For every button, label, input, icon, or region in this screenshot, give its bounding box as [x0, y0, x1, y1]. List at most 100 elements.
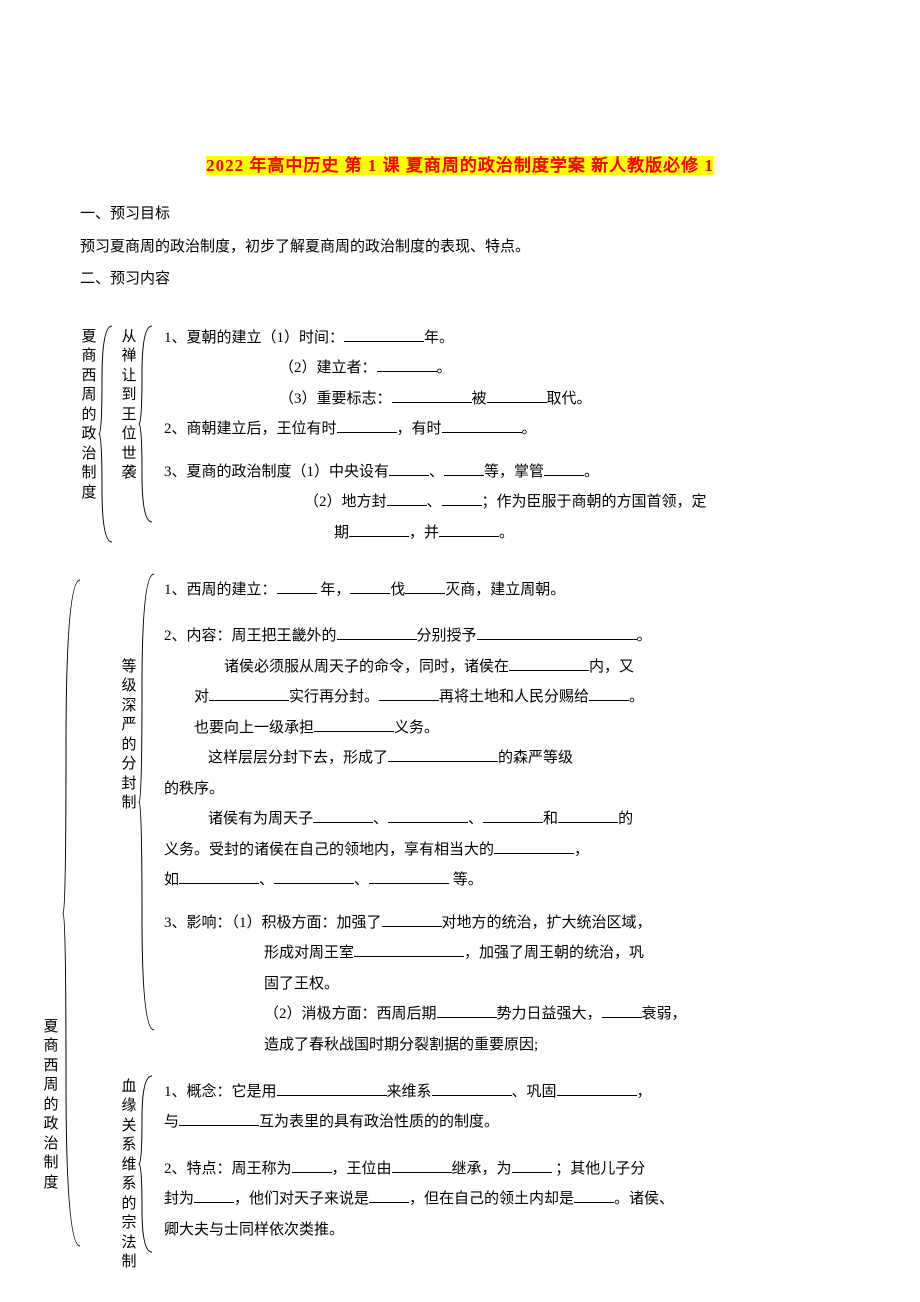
blank — [437, 1004, 497, 1018]
s2-l2: 2、内容：周王把王畿外的 分别授予 。 — [164, 622, 840, 651]
s2-l8: 诸侯有为周天子、、和的 — [164, 805, 840, 834]
s2-l14a: （2）消极方面：西周后期 — [264, 1006, 437, 1022]
blank — [369, 1189, 409, 1203]
s1-l7: 期，并。 — [164, 519, 840, 548]
blank — [405, 580, 445, 594]
blank — [354, 943, 464, 957]
s2-l5b: 义务。 — [394, 720, 439, 736]
intro-p1: 预习夏商周的政治制度，初步了解夏商周的政治制度的表现、特点。 — [80, 233, 840, 262]
s2-l9: 义务。受封的诸侯在自己的领地内，享有相当大的 ， — [164, 836, 840, 865]
s1-l3: （3）重要标志：被取代。 — [164, 385, 840, 414]
s1-l5d: 。 — [584, 464, 599, 480]
blank — [439, 523, 499, 537]
s2-l14: （2）消极方面：西周后期势力日益强大，衰弱， — [164, 1000, 840, 1029]
s3-l2a: 与 — [164, 1114, 179, 1130]
sub-label-1: 从禅让到王位世袭 — [120, 328, 138, 484]
s3-l3: 2、特点：周王称为，王位由继承，为 ；其他儿子分 — [164, 1155, 840, 1184]
s3-l1c: 、巩固 — [512, 1084, 557, 1100]
s1-l4b: ，有时 — [397, 421, 442, 437]
s2-l2a: 2、内容：周王把王畿外的 — [164, 628, 337, 644]
blank — [369, 870, 449, 884]
s3-l3a: 2、特点：周王称为 — [164, 1161, 292, 1177]
document-page: 2022 年高中历史 第 1 课 夏商周的政治制度学案 新人教版必修 1 一、预… — [0, 0, 920, 358]
blank — [277, 1082, 387, 1096]
s2-l9b: ， — [574, 842, 589, 858]
s1-l6b: 、 — [427, 494, 442, 510]
s3-l1: 1、概念：它是用来维系、巩固， — [164, 1078, 840, 1107]
s1-l2b: 。 — [437, 360, 452, 376]
blank — [512, 1159, 552, 1173]
s1-l1b: 年。 — [424, 330, 454, 346]
s2-l2c: 。 — [637, 628, 652, 644]
s2-l8b: 、 — [373, 811, 388, 827]
s2-l10d: 等。 — [449, 872, 483, 888]
s2-l7: 的秩序。 — [164, 775, 840, 804]
blank — [344, 328, 424, 342]
s1-l4: 2、商朝建立后，王位有时 ，有时 。 — [164, 415, 840, 444]
blank — [487, 389, 547, 403]
s1-l7b: ，并 — [409, 525, 439, 541]
s1-l5a: 3、夏商的政治制度（1）中央设有 — [164, 464, 389, 480]
s2-l12: 形成对周王室，加强了周王朝的统治，巩 — [164, 939, 840, 968]
intro-h1: 一、预习目标 — [80, 200, 840, 229]
s3-l1b: 来维系 — [387, 1084, 432, 1100]
blank — [444, 462, 484, 476]
blank — [379, 687, 439, 701]
s1-l7c: 。 — [499, 525, 514, 541]
section-2: 1、西周的建立： 年，伐灭商，建立周朝。 2、内容：周王把王畿外的分别授予。 诸… — [164, 576, 840, 1062]
blank — [574, 1189, 614, 1203]
s2-l4b: 实行再分封。 — [289, 689, 379, 705]
section-1: 1、夏朝的建立（1）时间： 年。 （2）建立者： 。 （3）重要标志：被取代。 2、… — [164, 324, 840, 550]
s1-l6: （2）地方封、；作为臣服于商朝的方国首领，定 — [164, 488, 840, 517]
s2-l4d: 。 — [629, 689, 644, 705]
blank — [179, 870, 259, 884]
s2-l10b: 、 — [259, 872, 274, 888]
s3-l5: 卿大夫与士同样依次类推。 — [164, 1216, 840, 1245]
s2-l3: 诸侯必须服从周天子的命令，同时，诸侯在内，又 — [164, 653, 840, 682]
s1-l5b: 、 — [429, 464, 444, 480]
main-label-1: 夏商西周的政治制度 — [80, 328, 98, 504]
blank — [442, 419, 522, 433]
blank — [274, 870, 354, 884]
s1-l4a: 2、商朝建立后，王位有时 — [164, 421, 337, 437]
blank — [432, 1082, 512, 1096]
s2-l15: 造成了春秋战国时期分裂割据的重要原因; — [164, 1031, 840, 1060]
blank — [544, 462, 584, 476]
page-title: 2022 年高中历史 第 1 课 夏商周的政治制度学案 新人教版必修 1 — [80, 150, 840, 182]
blank — [277, 580, 317, 594]
blank — [179, 1112, 259, 1126]
s1-l6c: ；作为臣服于商朝的方国首领，定 — [482, 494, 707, 510]
blank — [314, 718, 394, 732]
s1-l2a: （2）建立者： — [279, 360, 377, 376]
blank — [382, 913, 442, 927]
s2-l8d: 和 — [543, 811, 558, 827]
blank — [377, 358, 437, 372]
s2-l13: 固了王权。 — [164, 970, 840, 999]
blank — [313, 809, 373, 823]
s1-l1a: 1、夏朝的建立（1）时间： — [164, 330, 344, 346]
blank — [557, 1082, 637, 1096]
blank — [209, 687, 289, 701]
s3-l2b: 互为表里的具有政治性质的的制度。 — [259, 1114, 499, 1130]
s1-l2: （2）建立者： 。 — [164, 354, 840, 383]
s2-l1c: 伐 — [390, 582, 405, 598]
s1-l4c: 。 — [522, 421, 537, 437]
blank — [350, 580, 390, 594]
s3-l4a: 封为 — [164, 1191, 194, 1207]
s2-l5: 也要向上一级承担义务。 — [164, 714, 840, 743]
blank — [337, 626, 417, 640]
s2-l2b: 分别授予 — [417, 628, 477, 644]
s2-l10: 如、、 等。 — [164, 866, 840, 895]
s3-l1a: 1、概念：它是用 — [164, 1084, 277, 1100]
brace-sub-1 — [138, 324, 156, 524]
s3-l2: 与 互为表里的具有政治性质的的制度。 — [164, 1108, 840, 1137]
blank — [589, 687, 629, 701]
s2-l9a: 义务。受封的诸侯在自己的领地内，享有相当大的 — [164, 842, 494, 858]
s3-l3b: ，王位由 — [332, 1161, 392, 1177]
s1-l3c: 取代。 — [547, 391, 592, 407]
blank — [602, 1004, 642, 1018]
s2-l6: 这样层层分封下去，形成了的森严等级 — [164, 744, 840, 773]
s2-l8e: 的 — [618, 811, 633, 827]
s2-l3a: 诸侯必须服从周天子的命令，同时，诸侯在 — [224, 659, 509, 675]
s2-l10c: 、 — [354, 872, 369, 888]
